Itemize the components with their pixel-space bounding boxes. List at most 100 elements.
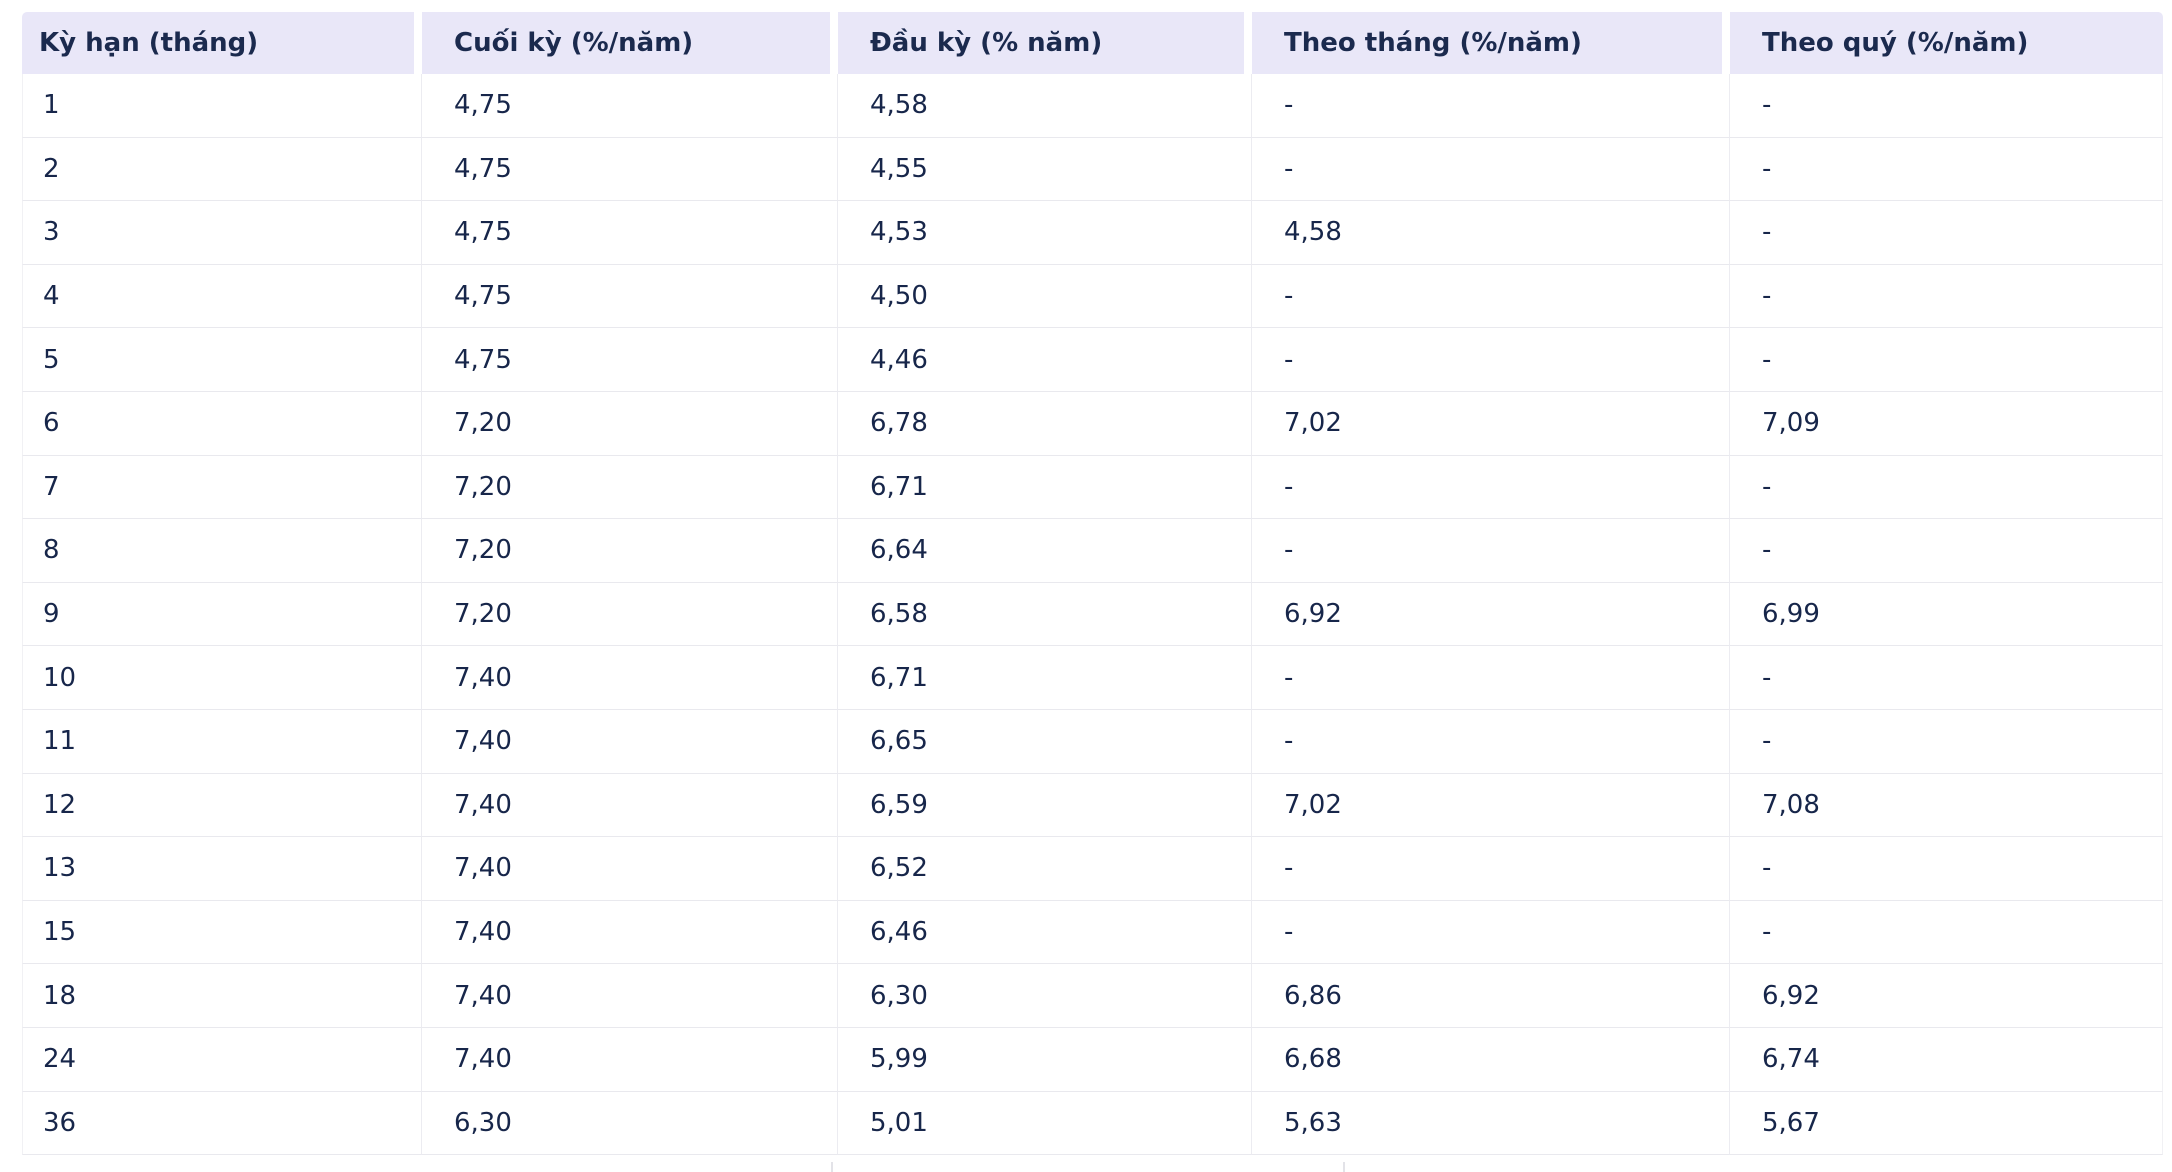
cell-monthly: - <box>1252 709 1730 774</box>
cell-start-of-term: 4,50 <box>838 264 1252 329</box>
cell-start-of-term: 4,46 <box>838 328 1252 392</box>
cell-quarterly: 7,09 <box>1730 391 2163 456</box>
cell-monthly: - <box>1252 837 1730 901</box>
cell-term-months: 15 <box>22 900 422 965</box>
cell-quarterly: - <box>1730 900 2163 965</box>
table-row: 24 7,40 5,99 6,68 6,74 <box>22 1027 2163 1092</box>
cell-end-of-term: 4,75 <box>422 201 838 265</box>
table-body: 1 4,75 4,58- -2 4,75 4,55- -3 4,75 4,53 4,58-4 4,7… <box>22 74 2163 1156</box>
cell-monthly: 7,02 <box>1252 773 1730 838</box>
cell-term-months: 12 <box>22 773 422 838</box>
cell-start-of-term: 6,71 <box>838 455 1252 520</box>
cell-quarterly: - <box>1730 201 2163 265</box>
cell-monthly: - <box>1252 264 1730 329</box>
cell-quarterly: - <box>1730 455 2163 520</box>
cell-start-of-term: 4,55 <box>838 137 1252 202</box>
cell-quarterly: - <box>1730 837 2163 901</box>
cell-end-of-term: 7,40 <box>422 646 838 710</box>
cell-quarterly: - <box>1730 519 2163 583</box>
cell-term-months: 18 <box>22 964 422 1028</box>
cell-term-months: 10 <box>22 646 422 710</box>
next-table-divider-fragment <box>1343 1162 1345 1172</box>
cell-quarterly: 6,74 <box>1730 1027 2163 1092</box>
cell-monthly: 7,02 <box>1252 391 1730 456</box>
cell-start-of-term: 6,71 <box>838 646 1252 710</box>
cell-start-of-term: 6,65 <box>838 709 1252 774</box>
cell-term-months: 2 <box>22 137 422 202</box>
table-row: 6 7,20 6,78 7,02 7,09 <box>22 391 2163 456</box>
cell-start-of-term: 6,46 <box>838 900 1252 965</box>
cell-quarterly: 5,67 <box>1730 1091 2163 1156</box>
table-row: 2 4,75 4,55- - <box>22 137 2163 202</box>
cell-start-of-term: 6,30 <box>838 964 1252 1028</box>
col-header-start-of-term: Đầu kỳ (% năm) <box>838 12 1252 74</box>
interest-rates-table: Kỳ hạn (tháng) Cuối kỳ (%/năm) Đầu kỳ (%… <box>22 12 2163 1156</box>
table-row: 13 7,40 6,52- - <box>22 837 2163 901</box>
table-row: 15 7,40 6,46- - <box>22 900 2163 965</box>
cell-quarterly: - <box>1730 646 2163 710</box>
cell-term-months: 24 <box>22 1027 422 1092</box>
cell-term-months: 11 <box>22 709 422 774</box>
cell-quarterly: - <box>1730 328 2163 392</box>
cell-end-of-term: 6,30 <box>422 1091 838 1156</box>
cell-end-of-term: 7,40 <box>422 837 838 901</box>
table-row: 1 4,75 4,58- - <box>22 74 2163 138</box>
cell-term-months: 5 <box>22 328 422 392</box>
cell-quarterly: 6,99 <box>1730 582 2163 647</box>
cell-quarterly: 6,92 <box>1730 964 2163 1028</box>
cell-end-of-term: 4,75 <box>422 328 838 392</box>
cell-term-months: 6 <box>22 391 422 456</box>
cell-end-of-term: 7,40 <box>422 964 838 1028</box>
cell-start-of-term: 4,53 <box>838 201 1252 265</box>
cell-start-of-term: 5,99 <box>838 1027 1252 1092</box>
table-row: 12 7,40 6,59 7,02 7,08 <box>22 773 2163 838</box>
cell-monthly: 4,58 <box>1252 201 1730 265</box>
cell-quarterly: - <box>1730 709 2163 774</box>
cell-term-months: 1 <box>22 74 422 138</box>
cell-term-months: 36 <box>22 1091 422 1156</box>
cell-end-of-term: 7,40 <box>422 773 838 838</box>
cell-start-of-term: 6,58 <box>838 582 1252 647</box>
table-row: 7 7,20 6,71- - <box>22 455 2163 520</box>
cell-start-of-term: 6,64 <box>838 519 1252 583</box>
table-row: 5 4,75 4,46- - <box>22 328 2163 392</box>
col-header-end-of-term: Cuối kỳ (%/năm) <box>422 12 838 74</box>
table-row: 10 7,40 6,71- - <box>22 646 2163 710</box>
cell-end-of-term: 4,75 <box>422 137 838 202</box>
cell-term-months: 3 <box>22 201 422 265</box>
col-header-term-months: Kỳ hạn (tháng) <box>22 12 422 74</box>
table-row: 4 4,75 4,50- - <box>22 264 2163 329</box>
cell-monthly: - <box>1252 137 1730 202</box>
table-row: 9 7,20 6,58 6,92 6,99 <box>22 582 2163 647</box>
cell-term-months: 13 <box>22 837 422 901</box>
table-row: 3 4,75 4,53 4,58- <box>22 201 2163 265</box>
cell-start-of-term: 6,59 <box>838 773 1252 838</box>
table-row: 8 7,20 6,64- - <box>22 519 2163 583</box>
cell-end-of-term: 7,20 <box>422 582 838 647</box>
cell-quarterly: - <box>1730 264 2163 329</box>
next-table-divider-fragment <box>831 1162 833 1172</box>
cell-monthly: - <box>1252 519 1730 583</box>
cell-monthly: - <box>1252 74 1730 138</box>
cell-quarterly: 7,08 <box>1730 773 2163 838</box>
cell-end-of-term: 4,75 <box>422 264 838 329</box>
cell-end-of-term: 7,20 <box>422 455 838 520</box>
cell-end-of-term: 7,40 <box>422 709 838 774</box>
cell-quarterly: - <box>1730 74 2163 138</box>
cell-term-months: 4 <box>22 264 422 329</box>
cell-monthly: 5,63 <box>1252 1091 1730 1156</box>
cell-monthly: - <box>1252 328 1730 392</box>
cell-start-of-term: 5,01 <box>838 1091 1252 1156</box>
cell-term-months: 7 <box>22 455 422 520</box>
cell-start-of-term: 6,52 <box>838 837 1252 901</box>
cell-term-months: 9 <box>22 582 422 647</box>
table-row: 36 6,30 5,01 5,63 5,67 <box>22 1091 2163 1156</box>
cell-end-of-term: 7,20 <box>422 391 838 456</box>
table-row: 18 7,40 6,30 6,86 6,92 <box>22 964 2163 1028</box>
col-header-monthly: Theo tháng (%/năm) <box>1252 12 1730 74</box>
cell-monthly: 6,68 <box>1252 1027 1730 1092</box>
cell-monthly: - <box>1252 900 1730 965</box>
cell-monthly: - <box>1252 455 1730 520</box>
col-header-quarterly: Theo quý (%/năm) <box>1730 12 2163 74</box>
